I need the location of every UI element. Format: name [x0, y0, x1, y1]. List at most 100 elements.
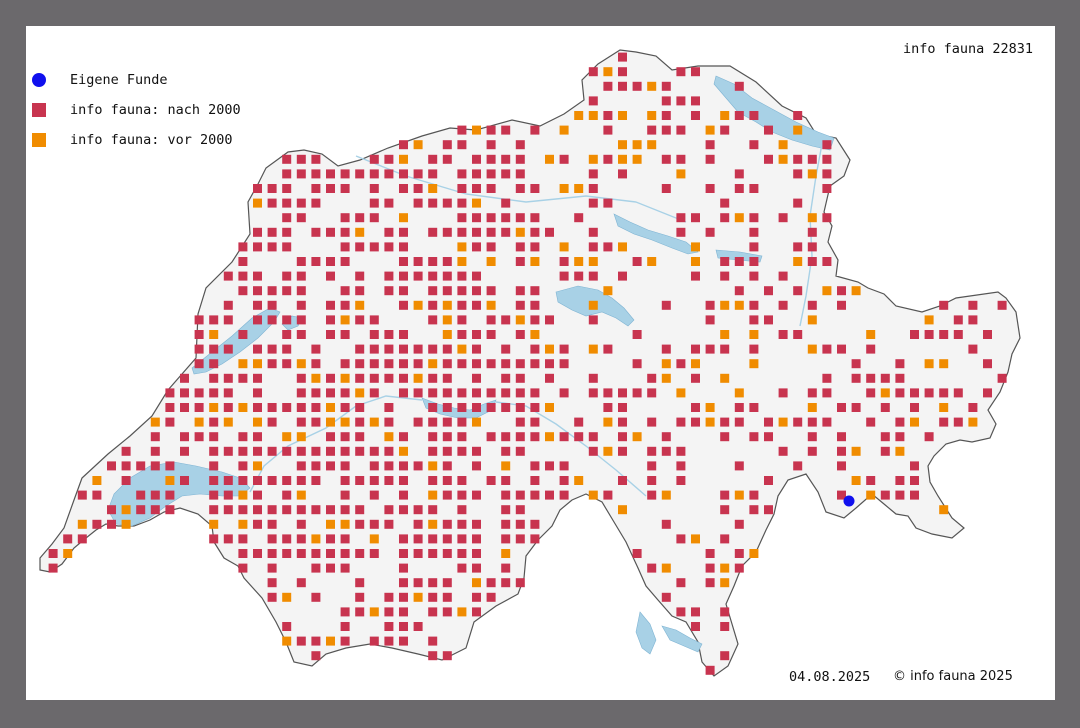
record-before-2000 — [734, 300, 744, 310]
record-after-2000 — [647, 373, 657, 383]
record-before-2000 — [63, 549, 73, 558]
record-before-2000 — [442, 330, 452, 339]
record-after-2000 — [282, 154, 292, 164]
record-after-2000 — [326, 184, 335, 193]
record-before-2000 — [618, 111, 627, 120]
record-after-2000 — [530, 490, 540, 500]
legend-circle-icon — [32, 73, 46, 87]
record-after-2000 — [194, 344, 204, 354]
record-after-2000 — [413, 271, 423, 281]
record-after-2000 — [355, 169, 365, 179]
record-after-2000 — [282, 476, 292, 485]
record-after-2000 — [282, 198, 292, 208]
record-after-2000 — [165, 505, 175, 515]
record-after-2000 — [340, 461, 350, 471]
record-after-2000 — [734, 184, 744, 193]
record-before-2000 — [369, 534, 379, 544]
record-before-2000 — [355, 300, 365, 310]
record-after-2000 — [340, 169, 350, 179]
record-after-2000 — [501, 578, 511, 588]
record-before-2000 — [223, 417, 233, 427]
record-after-2000 — [734, 111, 744, 120]
record-after-2000 — [442, 388, 452, 398]
record-before-2000 — [647, 257, 657, 266]
record-before-2000 — [734, 213, 744, 223]
map-date: 04.08.2025 — [789, 669, 871, 685]
record-after-2000 — [311, 563, 321, 573]
record-after-2000 — [165, 403, 175, 412]
record-after-2000 — [355, 213, 365, 223]
record-before-2000 — [749, 330, 759, 339]
record-after-2000 — [691, 403, 700, 412]
record-after-2000 — [355, 476, 365, 485]
record-after-2000 — [369, 242, 379, 252]
record-after-2000 — [997, 373, 1007, 383]
record-after-2000 — [924, 388, 934, 398]
record-after-2000 — [223, 315, 233, 325]
record-after-2000 — [734, 461, 744, 471]
record-after-2000 — [924, 432, 934, 442]
record-after-2000 — [501, 373, 511, 383]
record-after-2000 — [793, 111, 803, 120]
record-after-2000 — [515, 286, 525, 296]
record-after-2000 — [355, 271, 365, 281]
record-after-2000 — [369, 315, 379, 325]
record-after-2000 — [647, 461, 657, 471]
record-after-2000 — [209, 461, 219, 471]
record-after-2000 — [267, 286, 277, 296]
record-after-2000 — [48, 549, 58, 558]
record-before-2000 — [866, 330, 876, 339]
record-after-2000 — [223, 505, 233, 515]
record-after-2000 — [472, 373, 481, 383]
record-after-2000 — [720, 490, 730, 500]
record-after-2000 — [267, 227, 277, 237]
record-after-2000 — [501, 388, 511, 398]
record-after-2000 — [413, 534, 423, 544]
record-after-2000 — [720, 505, 730, 515]
record-after-2000 — [428, 505, 438, 515]
record-after-2000 — [910, 476, 919, 485]
record-after-2000 — [180, 476, 189, 485]
record-after-2000 — [267, 315, 277, 325]
record-after-2000 — [253, 242, 262, 252]
record-after-2000 — [399, 300, 408, 310]
record-after-2000 — [515, 330, 525, 339]
record-after-2000 — [515, 257, 525, 266]
lake — [635, 611, 657, 655]
record-before-2000 — [574, 257, 584, 266]
record-after-2000 — [282, 505, 292, 515]
record-after-2000 — [428, 636, 438, 646]
record-after-2000 — [515, 388, 525, 398]
lake — [661, 625, 703, 653]
record-after-2000 — [457, 388, 467, 398]
record-after-2000 — [223, 300, 233, 310]
record-after-2000 — [399, 505, 408, 515]
record-after-2000 — [515, 446, 525, 456]
record-before-2000 — [428, 461, 438, 471]
record-before-2000 — [355, 227, 365, 237]
record-before-2000 — [340, 373, 350, 383]
record-after-2000 — [428, 198, 438, 208]
record-after-2000 — [705, 154, 715, 164]
record-before-2000 — [413, 300, 423, 310]
record-after-2000 — [442, 549, 452, 558]
record-after-2000 — [194, 403, 204, 412]
record-before-2000 — [705, 417, 715, 427]
record-after-2000 — [676, 359, 686, 369]
record-after-2000 — [253, 403, 262, 412]
record-after-2000 — [472, 286, 481, 296]
river — [249, 395, 423, 493]
record-after-2000 — [472, 403, 481, 412]
record-after-2000 — [209, 417, 219, 427]
record-after-2000 — [559, 359, 569, 369]
record-after-2000 — [223, 490, 233, 500]
record-after-2000 — [559, 461, 569, 471]
record-after-2000 — [253, 271, 262, 281]
record-after-2000 — [661, 184, 671, 193]
record-after-2000 — [296, 300, 306, 310]
record-after-2000 — [910, 388, 919, 398]
record-after-2000 — [472, 607, 481, 617]
record-after-2000 — [837, 446, 846, 456]
record-after-2000 — [472, 592, 481, 602]
record-after-2000 — [530, 286, 540, 296]
